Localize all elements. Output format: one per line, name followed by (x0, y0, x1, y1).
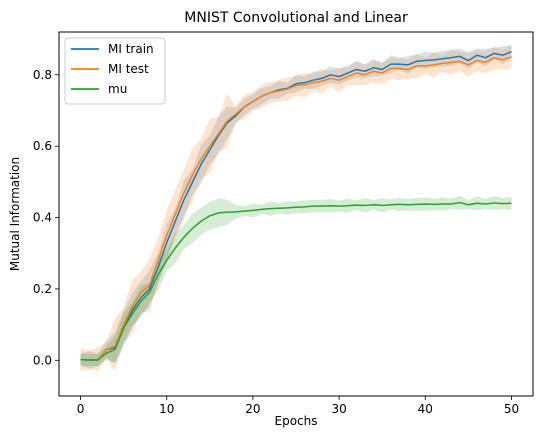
y-tick-label: 0.2 (33, 282, 52, 296)
y-tick-label: 0.4 (33, 211, 52, 225)
line-mi-test (80, 56, 512, 361)
chart-title: MNIST Convolutional and Linear (184, 10, 408, 26)
y-tick-label: 0.0 (33, 353, 52, 367)
x-tick-label: 40 (418, 402, 433, 416)
y-tick-label: 0.8 (33, 68, 52, 82)
series-lines (80, 50, 512, 361)
line-mu (80, 201, 512, 361)
x-tick-label: 0 (77, 402, 85, 416)
x-tick-label: 30 (331, 402, 346, 416)
legend: MI train MI test mu (64, 37, 166, 105)
y-axis-label: Mutual Information (8, 157, 22, 271)
x-axis-label: Epochs (275, 414, 318, 428)
band-mi-train (80, 45, 512, 369)
plot-frame (58, 31, 534, 397)
y-axis-ticks: 0.0 0.2 0.4 0.6 0.8 (33, 68, 59, 367)
legend-box (64, 37, 166, 105)
legend-label: mu (108, 82, 127, 96)
legend-label: MI test (108, 62, 149, 76)
x-tick-label: 20 (245, 402, 260, 416)
confidence-bands (80, 44, 512, 372)
band-mu (80, 195, 512, 367)
x-axis-ticks: 0 10 20 30 40 50 (77, 396, 519, 416)
x-tick-label: 10 (159, 402, 174, 416)
line-mi-train (80, 50, 512, 361)
x-tick-label: 50 (504, 402, 519, 416)
legend-label: MI train (108, 42, 154, 56)
y-tick-label: 0.6 (33, 139, 52, 153)
band-mi-test (80, 44, 512, 372)
